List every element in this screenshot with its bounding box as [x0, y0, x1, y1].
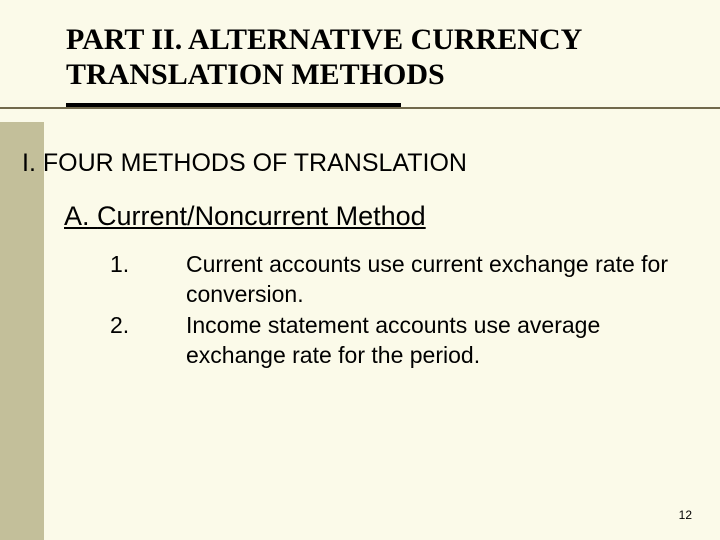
- title-divider-thin: [0, 107, 720, 109]
- section-heading-i: I. FOUR METHODS OF TRANSLATION: [22, 148, 670, 178]
- list-item: 1. Current accounts use current exchange…: [110, 250, 670, 309]
- page-number: 12: [679, 508, 692, 522]
- list-item-number: 2.: [110, 311, 186, 340]
- section-heading-a: A. Current/Noncurrent Method: [64, 200, 670, 232]
- slide-title-block: PART II. ALTERNATIVE CURRENCY TRANSLATIO…: [66, 22, 670, 107]
- section-a-label: A.: [64, 201, 90, 231]
- slide-title: PART II. ALTERNATIVE CURRENCY TRANSLATIO…: [66, 22, 670, 93]
- slide-content: I. FOUR METHODS OF TRANSLATION A. Curren…: [22, 148, 670, 372]
- title-divider-thick: [66, 103, 401, 107]
- list-item: 2. Income statement accounts use average…: [110, 311, 670, 370]
- list-item-number: 1.: [110, 250, 186, 279]
- list-item-text: Income statement accounts use average ex…: [186, 311, 670, 370]
- section-i-text: FOUR METHODS OF TRANSLATION: [43, 149, 467, 177]
- numbered-list: 1. Current accounts use current exchange…: [110, 250, 670, 370]
- section-a-text: Current/Noncurrent Method: [97, 201, 426, 231]
- list-item-text: Current accounts use current exchange ra…: [186, 250, 670, 309]
- section-i-label: I.: [22, 149, 36, 177]
